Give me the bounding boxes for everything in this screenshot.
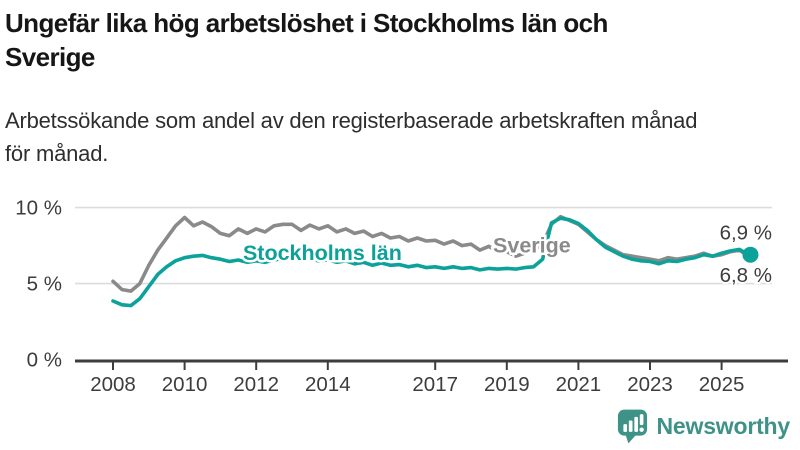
x-axis-tick-label: 2017 [412, 373, 458, 396]
chart-subtitle-line-1: Arbetssökande som andel av den registerb… [5, 108, 698, 133]
y-axis-tick-label: 5 % [27, 273, 62, 296]
series-line-stockholms-län [111, 216, 751, 308]
newsworthy-logo: Newsworthy [617, 408, 790, 444]
end-value-label-stockholms-län: 6,9 % [720, 222, 772, 245]
x-axis-tick-label: 2025 [699, 373, 745, 396]
series-line-sverige [111, 214, 751, 293]
x-axis-tick-label: 2012 [233, 373, 279, 396]
x-axis-tick-label: 2019 [484, 373, 530, 396]
x-axis-tick-label: 2008 [90, 373, 136, 396]
chart-subtitle: Arbetssökande som andel av den registerb… [5, 104, 697, 170]
y-axis-tick-label: 10 % [15, 197, 62, 220]
x-axis-tick-label: 2023 [627, 373, 673, 396]
series-end-dot [742, 246, 759, 263]
x-axis-tick-label: 2014 [305, 373, 351, 396]
end-value-label-sverige: 6,8 % [720, 264, 772, 287]
page-title-line-1: Ungefär lika hög arbetslöshet i Stockhol… [5, 8, 608, 38]
chart-subtitle-line-2: för månad. [5, 141, 109, 166]
series-label-stockholms-län: Stockholms län [243, 241, 402, 265]
series-label-sverige: Sverige [493, 234, 571, 258]
page-title: Ungefär lika hög arbetslöshet i Stockhol… [5, 6, 608, 74]
y-axis-tick-label: 0 % [27, 349, 62, 372]
page-title-line-2: Sverige [5, 42, 95, 72]
x-axis-tick-label: 2010 [162, 373, 208, 396]
x-axis-tick-label: 2021 [556, 373, 602, 396]
newsworthy-chart-bubble-icon [617, 409, 647, 444]
brand-name: Newsworthy [656, 412, 791, 439]
